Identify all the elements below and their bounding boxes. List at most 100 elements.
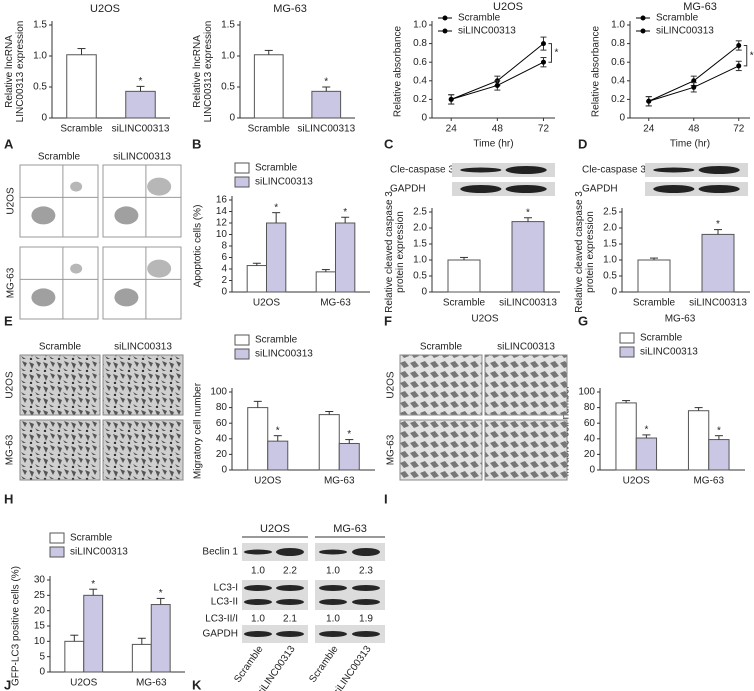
x-tick-label: 24 [446,124,458,135]
blot-label: LC3-I [214,583,238,594]
y-axis-label: LINC00313 expression [203,21,214,123]
blot-band [244,631,272,637]
blot-band [276,548,304,556]
chart-title: MG-63 [683,1,717,13]
y-tick-label: 0 [229,113,235,124]
y-tick-label: 30 [34,575,46,586]
y-tick-label: 8 [221,241,227,252]
band-ratio: 1.9 [359,614,373,625]
y-tick-label: 4 [221,264,227,275]
legend-label: siLINC00313 [255,349,313,360]
flow-plot [102,246,182,320]
x-tick-label: MG-63 [320,298,351,309]
bar [247,407,269,471]
significance: * [139,76,143,87]
legend-swatch [234,162,250,174]
band-ratio: 1.0 [326,614,340,625]
significance: * [91,579,95,590]
blot-strip [242,625,308,643]
x-tick-label: U2OS [70,678,98,689]
y-tick-label: 0.5 [33,82,47,93]
legend-label: siLINC00313 [70,547,128,558]
y-axis-label: Relative lncRNA [192,35,203,108]
bar [701,233,735,293]
legend-label: Scramble [255,163,298,174]
blot-label: GAPDH [582,184,618,195]
bar [125,90,156,119]
bar [615,402,637,471]
y-tick-label: 5 [39,651,45,662]
y-tick-label: 10 [216,229,228,240]
y-tick-label: 100 [578,387,595,398]
y-tick-label: 15 [34,621,46,632]
y-axis-label: LINC00313 expression [15,21,26,123]
image-column-label: siLINC00313 [497,342,555,353]
y-tick-label: 0.8 [413,38,427,49]
legend-swatch [619,346,635,358]
data-point [540,59,546,65]
y-tick-label: 0.6 [413,57,427,68]
y-tick-label: 0.5 [603,271,617,282]
micrograph [102,419,184,481]
significance: * [347,429,351,440]
bar [66,54,97,119]
x-tick-label: Scramble [443,298,486,309]
bar [64,640,85,673]
lane-label: Scramble [232,644,265,685]
y-axis-label: Relative cleaved caspase 3 [574,191,585,313]
legend-swatch [619,332,635,344]
y-tick-label: 16 [216,195,228,206]
bar [335,222,356,293]
blot-band [244,549,272,555]
y-tick-label: 0.4 [413,75,427,86]
legend-swatch [49,532,65,544]
blot-label: GAPDH [202,629,238,640]
legend-marker [442,28,448,34]
x-tick-label: 48 [688,124,700,135]
y-tick-label: 2.0 [413,223,427,234]
y-tick-label: 0 [619,113,625,124]
image-column-label: Scramble [38,152,81,163]
y-tick-label: 12 [216,218,228,229]
panel-letter: B [192,136,201,151]
blot-band [319,599,347,605]
y-tick-label: 6 [221,252,227,263]
y-tick-label: 1.5 [33,20,47,31]
blot-label: Cle-caspase 3 [582,165,646,176]
panel-letter: I [384,491,388,506]
image-row-label: MG-63 [386,434,397,465]
y-tick-label: 20 [34,605,46,616]
x-tick-label: Scramble [60,124,103,135]
blot-band [352,631,380,637]
y-tick-label: 0.2 [413,94,427,105]
chart-title: U2OS [493,1,523,13]
y-tick-label: 0 [221,287,227,298]
panel-letter: E [4,313,13,328]
x-tick-label: MG-63 [136,678,167,689]
panel-letter: F [384,313,392,328]
blot-band [276,599,304,605]
data-point [448,96,454,102]
y-tick-label: 0 [611,287,617,298]
y-tick-label: 0.8 [611,38,625,49]
band-ratio: 2.1 [283,614,297,625]
blot-band [460,185,502,193]
bar [315,271,336,293]
legend-label: siLINC00313 [656,26,714,37]
bar [511,221,545,293]
y-tick-label: 0 [421,113,427,124]
image-column-label: Scramble [420,342,463,353]
y-tick-label: 40 [216,433,228,444]
chart-caption: U2OS [471,314,499,325]
band-ratio: 1.0 [251,614,265,625]
micrograph [399,354,483,416]
cell-cluster [31,288,56,307]
panel-letter: C [384,136,394,151]
cell-cluster [147,259,172,278]
image-row-label: MG-63 [6,267,17,298]
legend-label: siLINC00313 [255,177,313,188]
legend-label: Scramble [458,13,501,24]
x-tick-label: U2OS [253,298,281,309]
panel-letter: H [4,491,13,506]
y-tick-label: 40 [584,433,596,444]
